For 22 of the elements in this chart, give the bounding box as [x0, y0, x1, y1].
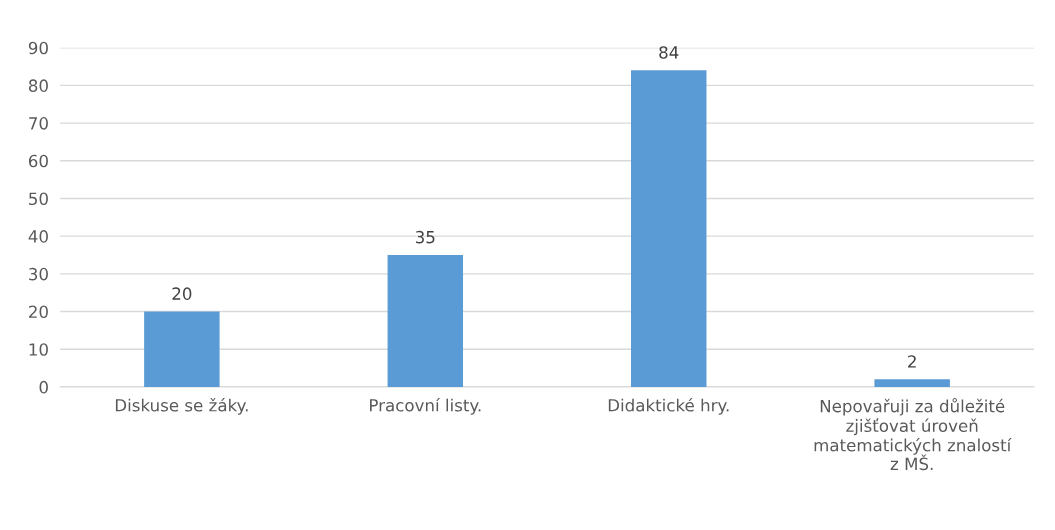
y-tick-label: 90 [28, 41, 48, 55]
data-label: 35 [415, 230, 435, 244]
data-label: 84 [659, 46, 679, 59]
bar [387, 254, 464, 387]
bar [631, 70, 707, 387]
y-tick-label: 70 [29, 117, 48, 130]
y-tick-label: 0 [39, 380, 48, 394]
y-tick-label: 40 [28, 230, 48, 243]
data-label: 2 [908, 355, 916, 368]
x-tick-label: Nepovařuji za důležité zjišťovat úroveň matematických znalostí z MŠ. [814, 398, 1012, 471]
y-tick-label: 30 [29, 267, 48, 281]
x-tick-label: Didaktické hry. [608, 398, 729, 415]
x-tick-label: Pracovní listy. [370, 398, 481, 415]
y-tick-label: 20 [29, 305, 48, 319]
bar [874, 379, 950, 387]
y-tick-label: 80 [28, 79, 48, 92]
data-label: 20 [172, 287, 192, 300]
x-tick-label: Diskuse se žáky. [115, 398, 248, 415]
y-tick-label: 50 [29, 192, 48, 206]
bar [144, 311, 220, 387]
y-tick-label: 60 [28, 154, 48, 168]
y-tick-label: 10 [29, 343, 48, 356]
